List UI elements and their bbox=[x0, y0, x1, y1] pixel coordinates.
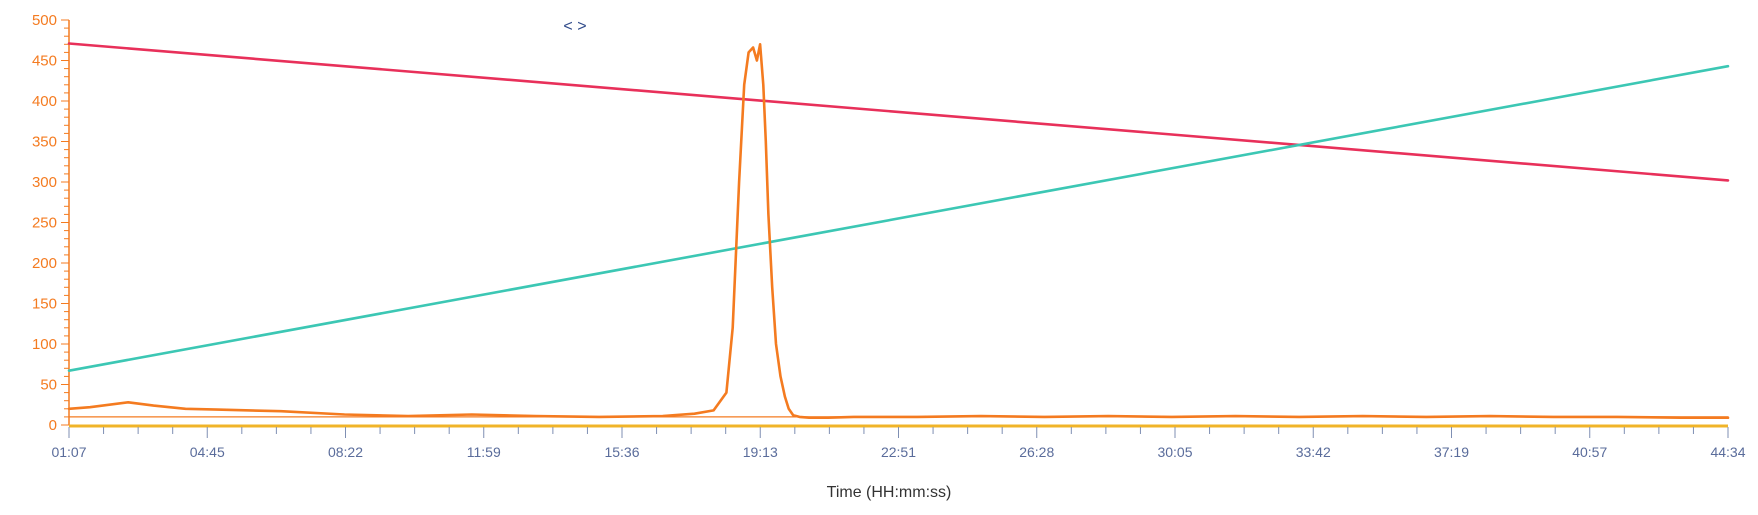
series-line-3 bbox=[67, 42, 1730, 420]
x-tick-label: 37:19 bbox=[1434, 444, 1469, 460]
nav-arrows-button[interactable]: < > bbox=[563, 18, 586, 35]
y-tick-label: 200 bbox=[32, 255, 57, 272]
y-tick-label: 100 bbox=[32, 336, 57, 353]
x-tick-label: 30:05 bbox=[1157, 444, 1192, 460]
x-tick-label: 33:42 bbox=[1296, 444, 1331, 460]
y-tick-label: 250 bbox=[32, 215, 57, 232]
y-tick-label: 400 bbox=[32, 93, 57, 110]
x-tick-label: 19:13 bbox=[743, 444, 778, 460]
y-tick-label: 450 bbox=[32, 53, 57, 70]
x-axis: 01:07 04:45 08:22 11:59 15:36 19:13 22:51 26:28… bbox=[51, 424, 1746, 460]
x-tick-label: 22:51 bbox=[881, 444, 916, 460]
x-tick-label: 26:28 bbox=[1019, 444, 1054, 460]
series-layer bbox=[67, 42, 1730, 420]
y-tick-label: 150 bbox=[32, 296, 57, 313]
y-tick-label: 50 bbox=[40, 377, 57, 394]
x-tick-label: 01:07 bbox=[51, 444, 86, 460]
series-line-2 bbox=[67, 64, 1730, 373]
y-tick-label: 300 bbox=[32, 174, 57, 191]
y-tick-label: 0 bbox=[49, 417, 57, 434]
y-tick-label: 350 bbox=[32, 134, 57, 151]
x-tick-label: 04:45 bbox=[190, 444, 225, 460]
x-tick-label: 15:36 bbox=[604, 444, 639, 460]
y-tick-label: 500 bbox=[32, 12, 57, 29]
series-line-1 bbox=[67, 42, 1730, 182]
x-tick-label: 11:59 bbox=[467, 444, 501, 460]
y-axis: 0 50 100 150 200 250 300 350 400 450 500 bbox=[32, 12, 70, 434]
x-tick-label: 44:34 bbox=[1710, 444, 1745, 460]
x-tick-label: 08:22 bbox=[328, 444, 363, 460]
x-axis-label: Time (HH:mm:ss) bbox=[827, 484, 952, 501]
x-tick-label: 40:57 bbox=[1572, 444, 1607, 460]
